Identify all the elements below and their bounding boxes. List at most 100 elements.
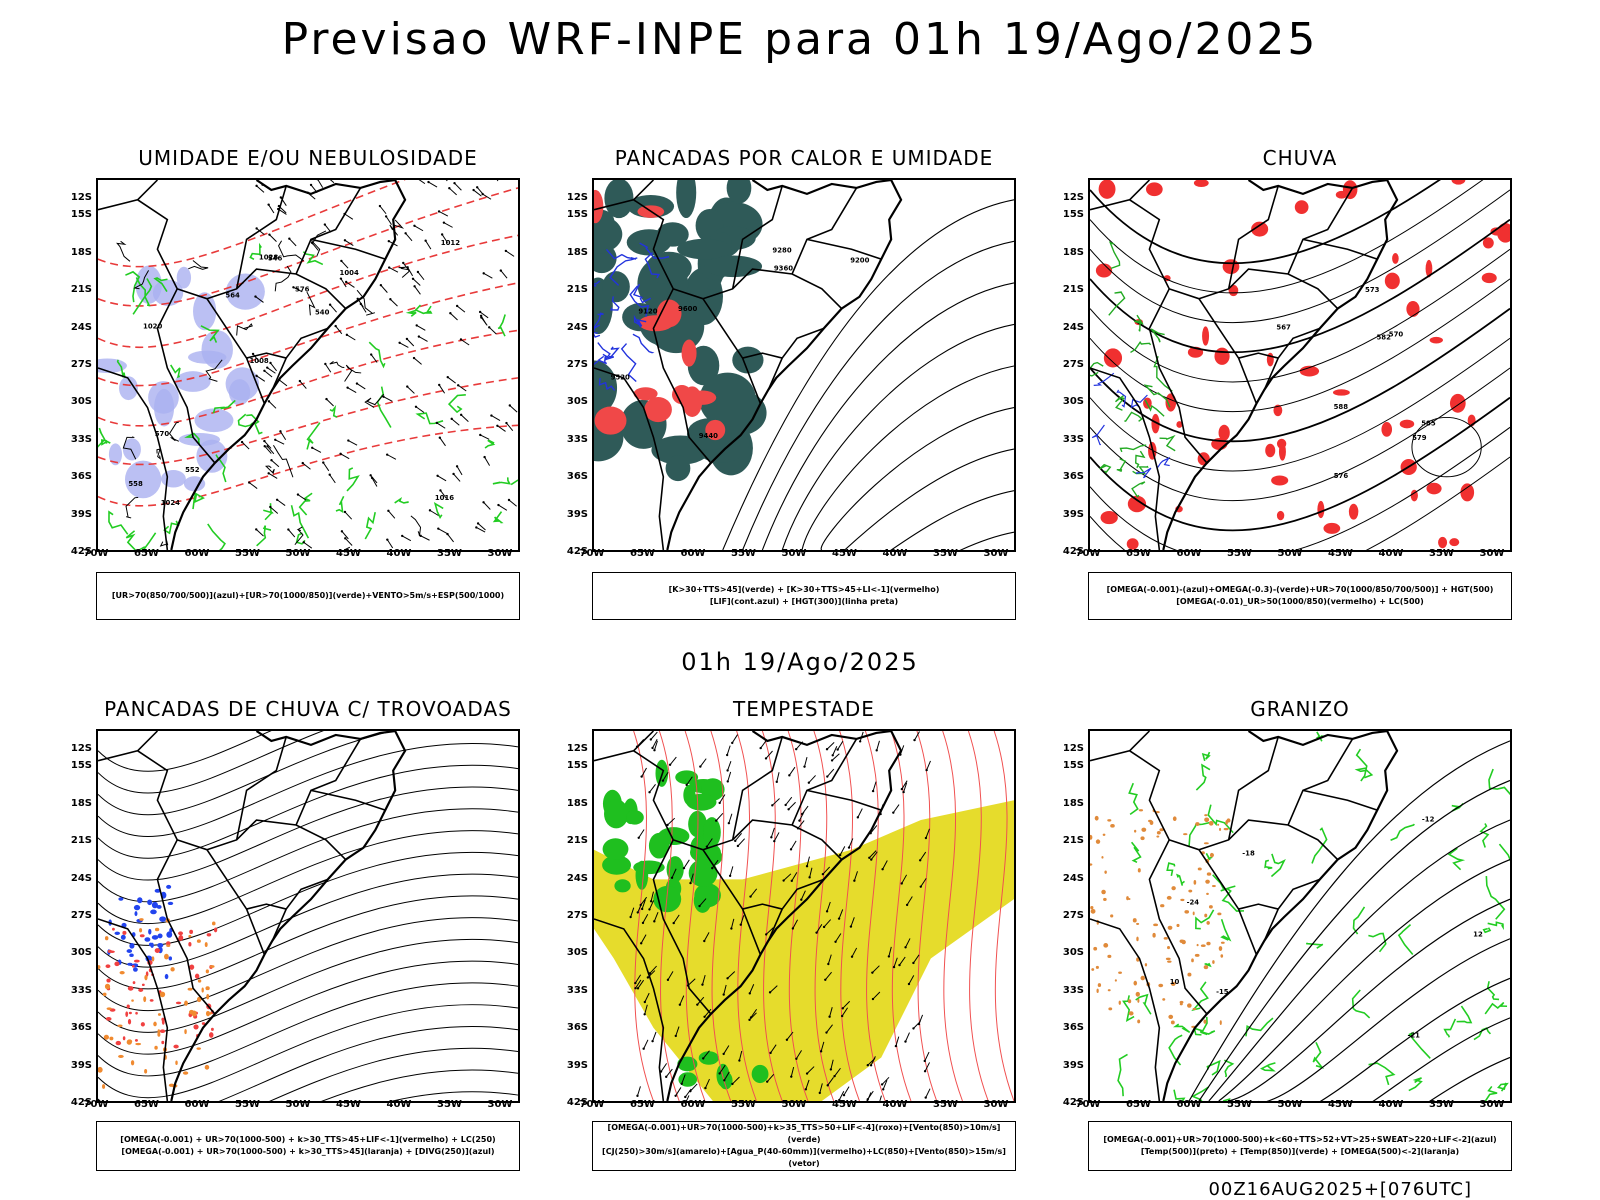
contour-line [298, 492, 313, 516]
hgt500-contour [1090, 307, 1510, 443]
shaded-area [98, 1066, 103, 1073]
state-border-line [271, 327, 329, 391]
wind-vector [329, 180, 335, 184]
contour-line [237, 413, 254, 428]
wind-vector-head [718, 1072, 721, 1075]
shaded-area [188, 350, 227, 364]
shaded-area [1095, 263, 1113, 278]
wind-vector-head [739, 923, 742, 926]
longitude-tick-label: 45W [336, 548, 361, 559]
wind-vector-head [825, 910, 829, 913]
shaded-area [726, 180, 752, 204]
contour-line [184, 432, 201, 445]
shaded-area [1127, 495, 1147, 513]
wind-vector [773, 832, 780, 842]
wind-vector [496, 180, 499, 182]
wind-vector-head [378, 204, 382, 208]
wind-vector-head [479, 433, 482, 437]
shaded-area [1090, 863, 1093, 866]
streamline [916, 731, 938, 1101]
wind-vector [826, 768, 835, 777]
wind-vector [460, 414, 469, 422]
wind-vector [345, 281, 355, 288]
wind-vector [509, 405, 518, 413]
shaded-area [688, 859, 718, 888]
wind-vector-head [279, 430, 282, 433]
shaded-area [170, 967, 175, 972]
shaded-area [205, 969, 209, 974]
shaded-area [1200, 944, 1206, 947]
contour-line [1485, 876, 1506, 920]
wind-vector [771, 798, 780, 806]
wind-vector [675, 1026, 680, 1037]
wind-vector-head [387, 509, 390, 513]
wind-vector-head [384, 215, 388, 218]
shaded-area [166, 931, 173, 938]
contour-line [398, 266, 410, 278]
wind-vector [723, 1045, 730, 1055]
streamline [98, 1004, 518, 1099]
wind-vector-head [634, 981, 637, 985]
contour-value-label: -24 [1187, 899, 1200, 907]
hgt500-contour [1090, 426, 1510, 550]
shaded-area [225, 273, 265, 310]
wind-vector [405, 232, 413, 242]
shaded-area [173, 1044, 179, 1049]
shaded-area [111, 927, 115, 931]
wind-vector-head [369, 353, 373, 356]
shaded-area [175, 1060, 178, 1066]
wind-vector-head [728, 874, 732, 878]
wind-vector [769, 985, 778, 993]
shaded-area [148, 381, 179, 414]
wind-vector-head [497, 503, 500, 507]
wind-vector-head [714, 819, 718, 822]
wind-vector-head [905, 903, 909, 907]
wind-vector [918, 1014, 924, 1025]
shaded-area [154, 927, 160, 932]
longitude-tick-label: 40W [386, 548, 412, 559]
shaded-area [194, 973, 200, 979]
wind-vector [783, 873, 792, 881]
wind-vector [241, 441, 250, 450]
latitude-tick-label: 30S [70, 947, 92, 959]
longitude-tick-label: 50W [1277, 548, 1303, 559]
wind-vector [806, 1066, 815, 1074]
wind-vector [760, 739, 767, 749]
shaded-area [115, 1040, 122, 1046]
wind-vector-head [730, 927, 733, 930]
wind-vector-head [749, 895, 752, 898]
hgt300-contour [742, 240, 1014, 550]
shaded-area [144, 974, 148, 981]
streamline [98, 731, 396, 816]
contour-value-label: 12 [1473, 931, 1483, 939]
map-canvas [592, 729, 1016, 1103]
shaded-area [1218, 946, 1223, 951]
state-border-line [791, 738, 858, 826]
coastline [1162, 180, 1399, 550]
wind-vector-head [267, 472, 270, 475]
shaded-area [124, 460, 162, 499]
contour-line [1093, 372, 1115, 386]
wind-vector [508, 499, 517, 507]
wind-vector-head [653, 749, 656, 752]
wind-vector [644, 992, 650, 1003]
hgt300-contour [801, 365, 1014, 550]
wind-vector-head [701, 983, 704, 986]
contour-line [98, 424, 518, 507]
latitude-tick-label: 27S [566, 910, 588, 921]
latitude-tick-label: 27S [70, 910, 92, 921]
shaded-area [139, 918, 144, 921]
contour-line [1484, 1085, 1498, 1101]
wind-vector [823, 919, 832, 928]
contour-line [597, 342, 614, 361]
contour-value-label: 540 [315, 309, 330, 317]
contour-value-label: 1020 [143, 322, 162, 330]
contour-line [644, 252, 661, 279]
contour-line [135, 277, 151, 307]
wind-vector-head [824, 978, 827, 981]
wind-vector [479, 311, 489, 319]
wind-vector-head [770, 836, 773, 839]
wind-vector [649, 784, 656, 793]
shaded-area [1118, 1000, 1121, 1005]
wind-vector-head [328, 303, 332, 306]
